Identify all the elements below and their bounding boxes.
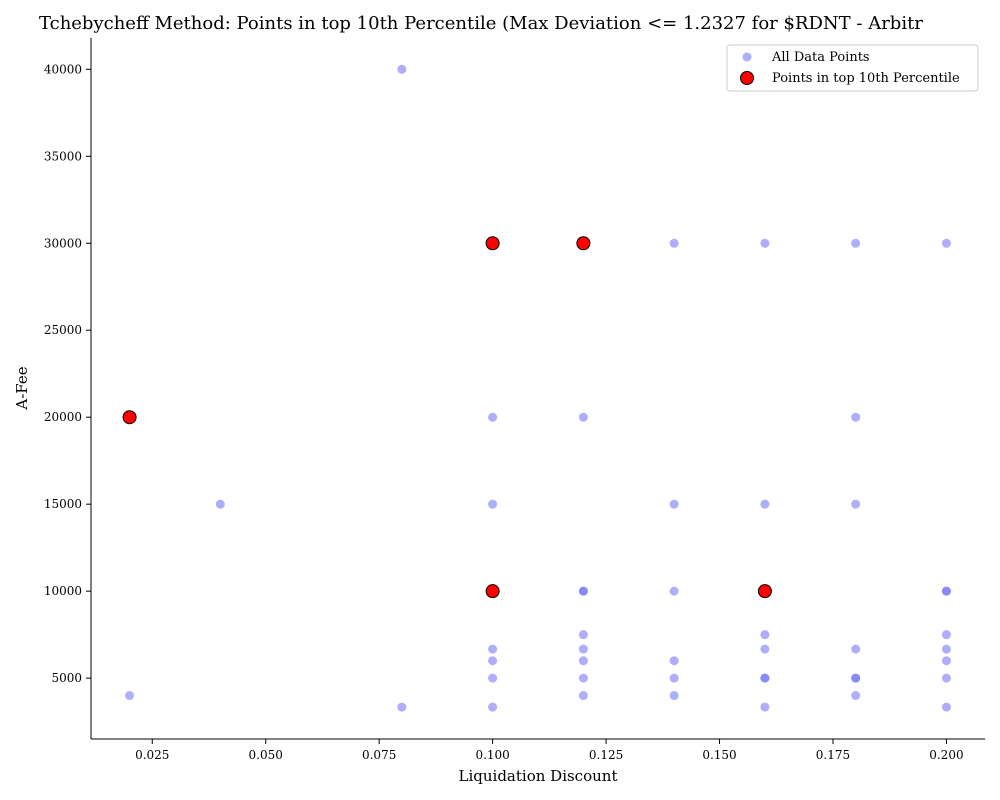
data-point: [669, 586, 679, 596]
points-layer: [122, 64, 951, 712]
x-tick-label: 0.100: [475, 748, 509, 762]
data-point: [397, 702, 407, 712]
data-point: [488, 702, 498, 712]
data-point: [941, 238, 951, 248]
y-axis-label: A-Fee: [13, 366, 31, 410]
y-tick-label: 20000: [44, 410, 82, 424]
x-axis-label: Liquidation Discount: [459, 767, 618, 785]
data-point: [578, 630, 588, 640]
data-point: [488, 644, 498, 654]
x-tick-label: 0.175: [816, 748, 850, 762]
data-point: [488, 673, 498, 683]
data-point: [941, 656, 951, 666]
data-point: [488, 656, 498, 666]
y-tick-label: 5000: [51, 671, 82, 685]
data-point: [125, 691, 135, 701]
legend: All Data Points Points in top 10th Perce…: [726, 44, 979, 92]
x-tick-label: 0.150: [702, 748, 736, 762]
data-point: [941, 644, 951, 654]
y-tick-label: 40000: [44, 62, 82, 76]
top-percentile-point: [576, 236, 591, 251]
data-point: [669, 238, 679, 248]
legend-label-top-percentile: Points in top 10th Percentile: [772, 71, 960, 86]
top-percentile-point: [122, 410, 137, 425]
legend-label-all-points: All Data Points: [771, 50, 870, 65]
data-point: [851, 673, 861, 683]
data-point: [851, 691, 861, 701]
y-tick-label: 35000: [44, 149, 82, 163]
x-tick-label: 0.125: [589, 748, 623, 762]
data-point: [941, 630, 951, 640]
data-point: [941, 673, 951, 683]
data-point: [488, 412, 498, 422]
data-point: [760, 673, 770, 683]
data-point: [578, 412, 588, 422]
x-tick-label: 0.050: [249, 748, 283, 762]
axes-layer: [90, 38, 985, 740]
data-point: [851, 238, 861, 248]
data-point: [851, 412, 861, 422]
legend-marker-top-percentile: [740, 71, 754, 85]
data-point: [851, 644, 861, 654]
data-point: [760, 702, 770, 712]
x-tick-label: 0.200: [929, 748, 963, 762]
top-percentile-point: [757, 584, 772, 599]
y-tick-label: 15000: [44, 497, 82, 511]
data-point: [760, 644, 770, 654]
y-tick-label: 10000: [44, 584, 82, 598]
data-point: [760, 238, 770, 248]
x-ticks: 0.025 0.050 0.075 0.100 0.125 0.150 0.175 0.200: [135, 739, 964, 762]
chart-title: Tchebycheff Method: Points in top 10th P…: [39, 13, 923, 34]
legend-marker-all-points: [742, 52, 752, 62]
data-point: [669, 499, 679, 509]
y-tick-label: 30000: [44, 236, 82, 250]
data-point: [578, 656, 588, 666]
top-percentile-point: [485, 584, 500, 599]
data-point: [760, 630, 770, 640]
data-point: [397, 64, 407, 74]
data-point: [669, 691, 679, 701]
data-point: [851, 499, 861, 509]
y-tick-label: 25000: [44, 323, 82, 337]
data-point: [578, 644, 588, 654]
data-point: [669, 673, 679, 683]
data-point: [578, 586, 588, 596]
legend-frame: [726, 44, 979, 92]
data-point: [669, 656, 679, 666]
top-percentile-point: [485, 236, 500, 251]
data-point: [941, 586, 951, 596]
data-point: [488, 499, 498, 509]
y-ticks: 5000 10000 15000 20000 25000 30000 35000 40000: [44, 62, 91, 685]
data-point: [760, 499, 770, 509]
data-point: [578, 691, 588, 701]
data-point: [941, 702, 951, 712]
data-point: [215, 499, 225, 509]
data-point: [578, 673, 588, 683]
x-tick-label: 0.025: [135, 748, 169, 762]
x-tick-label: 0.075: [362, 748, 396, 762]
